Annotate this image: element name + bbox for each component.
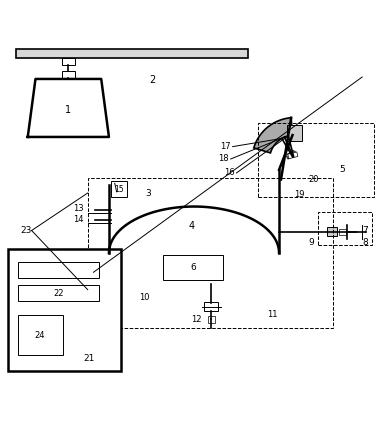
Text: 3: 3: [146, 189, 151, 198]
Bar: [318, 212, 372, 245]
Bar: [18, 285, 99, 301]
Text: 19: 19: [294, 190, 305, 198]
Text: 17: 17: [220, 142, 231, 151]
Text: 4: 4: [189, 221, 195, 231]
Bar: [9, 249, 121, 371]
Text: 1: 1: [65, 105, 71, 115]
Text: 24: 24: [34, 331, 45, 340]
Text: 20: 20: [308, 175, 319, 184]
Text: 9: 9: [308, 238, 314, 246]
Bar: [62, 71, 75, 78]
Text: 2: 2: [149, 75, 156, 85]
Bar: [339, 229, 346, 235]
Text: 22: 22: [54, 289, 64, 297]
Bar: [204, 302, 218, 311]
Bar: [258, 123, 374, 197]
Text: 13: 13: [73, 204, 84, 214]
Bar: [18, 262, 99, 278]
Text: 5: 5: [339, 165, 345, 174]
Text: 21: 21: [84, 353, 95, 363]
Bar: [62, 58, 75, 65]
Text: 23: 23: [20, 226, 31, 235]
Bar: [288, 152, 298, 159]
Text: 18: 18: [218, 155, 229, 163]
Text: 16: 16: [224, 168, 235, 178]
Text: 6: 6: [191, 263, 196, 272]
Text: 14: 14: [73, 215, 84, 224]
Bar: [88, 178, 333, 328]
Bar: [163, 255, 223, 280]
Text: 8: 8: [362, 238, 368, 246]
Bar: [286, 151, 297, 159]
Text: 12: 12: [191, 315, 202, 324]
Bar: [111, 182, 127, 197]
Text: 15: 15: [114, 185, 124, 194]
Bar: [327, 227, 337, 236]
Bar: [287, 125, 302, 141]
Bar: [208, 316, 215, 323]
Bar: [16, 49, 248, 58]
Bar: [18, 315, 62, 355]
Polygon shape: [254, 118, 293, 153]
Text: 10: 10: [139, 293, 149, 302]
Bar: [286, 151, 296, 159]
Text: 11: 11: [267, 310, 278, 319]
Text: 7: 7: [362, 226, 368, 235]
